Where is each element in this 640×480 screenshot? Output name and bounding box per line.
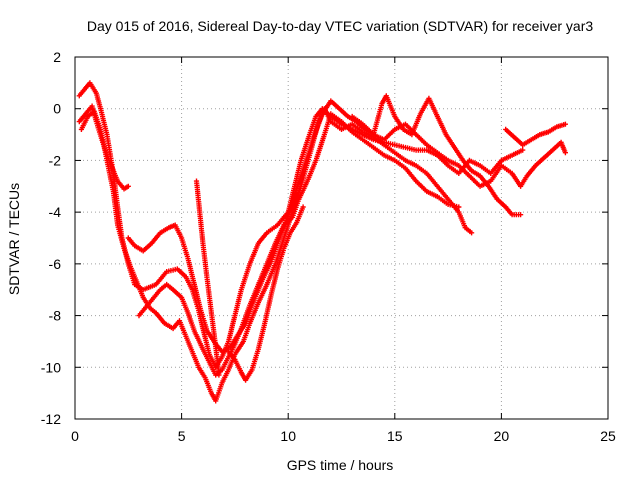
x-tick-label: 10 (280, 428, 296, 444)
y-tick-label: -10 (41, 359, 61, 375)
chart-title: Day 015 of 2016, Sidereal Day-to-day VTE… (87, 18, 593, 34)
x-axis-label: GPS time / hours (287, 457, 394, 473)
series-7 (225, 204, 306, 383)
data-point (125, 183, 131, 189)
y-tick-label: 0 (53, 101, 61, 117)
series-9 (503, 121, 568, 148)
x-tick-label: 25 (600, 428, 616, 444)
y-tick-label: -2 (49, 152, 62, 168)
x-tick-labels: 0 5 10 15 20 25 (71, 428, 616, 444)
y-tick-label: -12 (41, 411, 61, 427)
data-point (456, 204, 462, 210)
series-8 (349, 113, 568, 189)
data-point (562, 150, 568, 156)
x-tick-label: 20 (494, 428, 510, 444)
data-point (518, 212, 524, 218)
data-point (300, 204, 306, 210)
series-6 (193, 178, 222, 378)
y-axis-label: SDTVAR / TECUs (6, 183, 22, 295)
data-point (216, 372, 222, 378)
x-tick-label: 5 (178, 428, 186, 444)
data-point (562, 121, 568, 127)
y-tick-label: -6 (49, 256, 62, 272)
data-point (469, 230, 475, 236)
y-tick-label: 2 (53, 49, 61, 65)
series-line (80, 108, 472, 402)
plot-frame (74, 56, 609, 420)
y-tick-label: -8 (49, 308, 62, 324)
series-3 (78, 106, 475, 404)
y-tick-label: -4 (49, 204, 62, 220)
x-tick-label: 0 (71, 428, 79, 444)
series-line (78, 82, 523, 368)
series-1 (76, 80, 526, 370)
y-tick-labels: -12 -10 -8 -6 -4 -2 0 2 (41, 49, 61, 427)
axis-ticks (74, 56, 609, 420)
data-point (520, 147, 526, 153)
x-tick-label: 15 (387, 428, 403, 444)
data-series (76, 80, 568, 404)
